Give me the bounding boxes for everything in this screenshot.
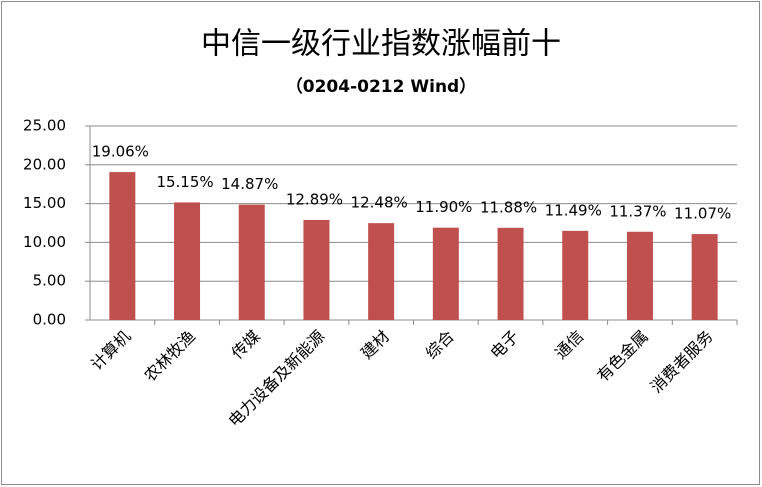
bar (109, 172, 136, 320)
value-label: 11.90% (415, 198, 472, 216)
y-tick-label: 25.00 (23, 117, 66, 135)
bar (562, 230, 589, 320)
bar (174, 202, 201, 320)
y-tick-label: 10.00 (23, 233, 66, 251)
value-label: 11.49% (545, 201, 602, 219)
value-label: 11.07% (674, 205, 731, 223)
bar (238, 204, 265, 320)
value-label: 11.88% (480, 198, 537, 216)
y-tick-label: 0.00 (33, 311, 66, 329)
chart-subtitle: （0204-0212 Wind） (286, 76, 476, 97)
value-label: 12.89% (286, 190, 343, 208)
value-label: 15.15% (156, 173, 213, 191)
y-tick-label: 20.00 (23, 155, 66, 173)
y-tick-label: 15.00 (23, 194, 66, 212)
bar (691, 234, 718, 320)
bar (497, 227, 524, 320)
chart-title: 中信一级行业指数涨幅前十 (201, 27, 561, 62)
value-label: 12.48% (351, 194, 408, 212)
bar (432, 227, 459, 320)
bar (303, 219, 330, 320)
y-tick-label: 5.00 (33, 272, 66, 290)
value-label: 11.37% (609, 202, 666, 220)
value-label: 19.06% (92, 143, 149, 161)
bar (368, 223, 395, 320)
value-label: 14.87% (221, 175, 278, 193)
bar (626, 231, 653, 320)
